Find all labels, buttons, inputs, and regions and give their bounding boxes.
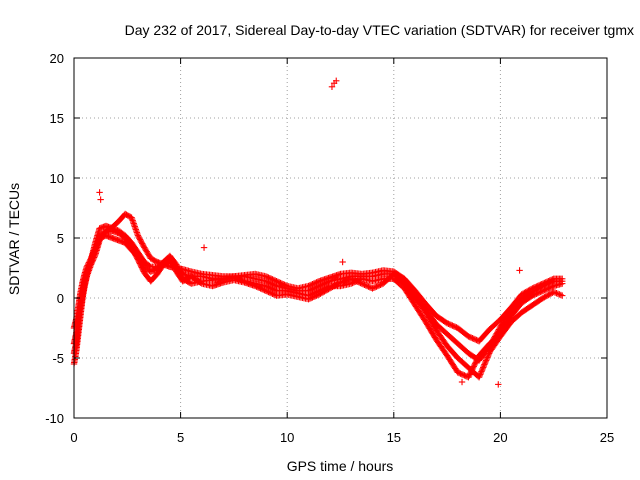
data-point: [478, 367, 486, 374]
data-point: [470, 363, 477, 370]
outlier-point: [495, 381, 502, 388]
data-point: [488, 340, 495, 347]
outlier-point: [328, 83, 336, 90]
data-point: [479, 365, 486, 372]
data-point: [146, 262, 153, 270]
data-point: [476, 372, 483, 379]
x-tick-label: 0: [70, 430, 77, 445]
data-point: [490, 335, 497, 343]
data-point: [471, 361, 478, 369]
data-point: [466, 371, 473, 378]
x-tick-labels: 0 5 10 15 20 25: [70, 430, 614, 445]
data-point: [325, 278, 332, 285]
x-tick-label: 5: [177, 430, 184, 445]
data-point: [484, 353, 492, 360]
y-tick-label: -10: [45, 411, 64, 426]
x-tick-label: 10: [280, 430, 294, 445]
x-tick-label: 15: [387, 430, 401, 445]
y-tick-label: 0: [57, 291, 64, 306]
y-tick-label: 10: [50, 171, 64, 186]
data-point: [494, 327, 502, 335]
data-point: [477, 369, 485, 377]
y-tick-label: -5: [52, 351, 64, 366]
y-tick-label: 15: [50, 111, 64, 126]
data-point: [467, 368, 475, 375]
data-point: [478, 368, 485, 375]
data-point: [480, 364, 487, 371]
data-point: [557, 291, 565, 299]
data-point: [549, 278, 556, 285]
data-point: [469, 364, 477, 371]
data-point: [469, 365, 476, 373]
data-point: [465, 374, 472, 381]
data-point: [494, 329, 501, 336]
data-point: [491, 333, 499, 340]
outlier-points: [96, 77, 523, 388]
data-point: [554, 290, 562, 297]
data-point: [488, 338, 496, 346]
data-point: [556, 291, 563, 298]
data-point: [159, 259, 166, 267]
data-point: [482, 358, 489, 365]
data-point: [550, 288, 557, 296]
outlier-point: [97, 196, 104, 203]
data-point: [482, 357, 490, 364]
x-tick-label: 25: [600, 430, 614, 445]
series-trace-d: [70, 222, 566, 364]
y-tick-label: 20: [50, 51, 64, 66]
y-axis-label: SDTVAR / TECUs: [6, 183, 22, 295]
y-tick-label: 5: [57, 231, 64, 246]
outlier-point: [200, 244, 208, 251]
data-point: [559, 292, 566, 299]
data-point: [481, 360, 489, 367]
data-point: [495, 326, 503, 333]
data-point: [551, 289, 559, 296]
data-point: [487, 341, 494, 348]
data-point: [471, 360, 479, 367]
data-point: [483, 355, 490, 363]
data-point: [493, 330, 500, 337]
x-axis-label: GPS time / hours: [287, 458, 394, 474]
grid: [74, 58, 607, 418]
outlier-point: [96, 189, 103, 196]
data-point: [492, 331, 500, 339]
data-points: [70, 77, 566, 388]
data-point: [559, 278, 566, 285]
chart-title: Day 232 of 2017, Sidereal Day-to-day VTE…: [125, 22, 634, 38]
outlier-point: [458, 378, 466, 386]
x-tick-label: 20: [493, 430, 507, 445]
data-point: [480, 362, 488, 370]
data-point: [481, 361, 488, 368]
plot-frame: [73, 57, 608, 419]
data-point: [486, 342, 493, 350]
outlier-point: [516, 267, 523, 274]
outlier-point: [333, 77, 340, 84]
data-point: [553, 290, 560, 297]
data-point: [467, 369, 474, 377]
axis-ticks: [73, 57, 608, 419]
data-point: [468, 367, 475, 374]
data-point: [475, 374, 483, 381]
data-point: [272, 282, 279, 289]
outlier-point: [339, 258, 346, 266]
data-point: [465, 372, 473, 380]
data-point: [477, 371, 484, 378]
data-point: [484, 354, 491, 361]
data-point: [491, 334, 498, 341]
data-point: [489, 337, 496, 344]
y-tick-labels: -10 -5 0 5 10 15 20: [45, 51, 64, 426]
